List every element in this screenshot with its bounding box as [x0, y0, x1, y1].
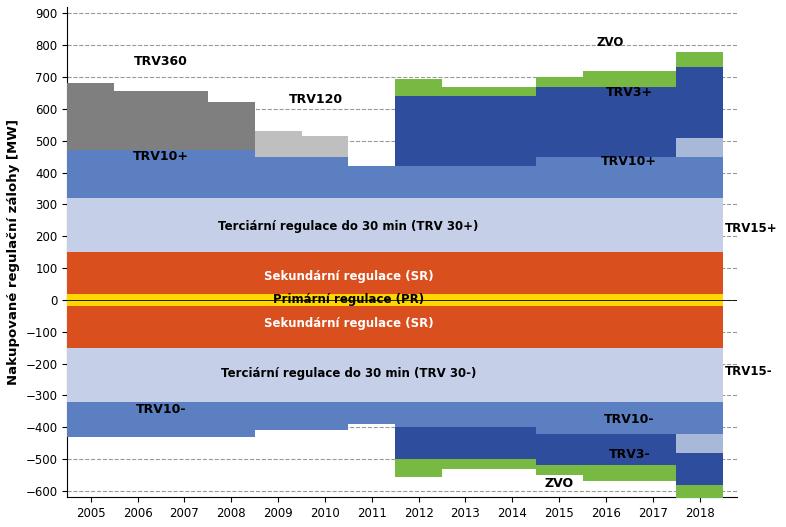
Text: TRV10-: TRV10- — [604, 413, 655, 426]
Text: Sekundární regulace (SR): Sekundární regulace (SR) — [263, 269, 433, 282]
Text: TRV10+: TRV10+ — [133, 150, 189, 163]
Text: TRV360: TRV360 — [134, 55, 188, 67]
Text: TRV10-: TRV10- — [136, 403, 186, 416]
Text: Terciární regulace do 30 min (TRV 30-): Terciární regulace do 30 min (TRV 30-) — [221, 367, 476, 379]
Text: TRV15+: TRV15+ — [725, 222, 778, 235]
Text: Sekundární regulace (SR): Sekundární regulace (SR) — [263, 317, 433, 330]
Text: ZVO: ZVO — [597, 36, 624, 49]
Text: TRV10+: TRV10+ — [601, 155, 657, 168]
Text: TRV15-: TRV15- — [725, 365, 773, 378]
Text: TRV120: TRV120 — [288, 93, 343, 106]
Text: TRV3-: TRV3- — [608, 448, 650, 461]
Text: TRV3+: TRV3+ — [606, 86, 653, 100]
Y-axis label: Nakupované regulační zálohy [MW]: Nakupované regulační zálohy [MW] — [7, 119, 20, 385]
Text: Primární regulace (PR): Primární regulace (PR) — [273, 294, 424, 306]
Text: ZVO: ZVO — [545, 477, 574, 491]
Text: Terciární regulace do 30 min (TRV 30+): Terciární regulace do 30 min (TRV 30+) — [219, 220, 479, 233]
